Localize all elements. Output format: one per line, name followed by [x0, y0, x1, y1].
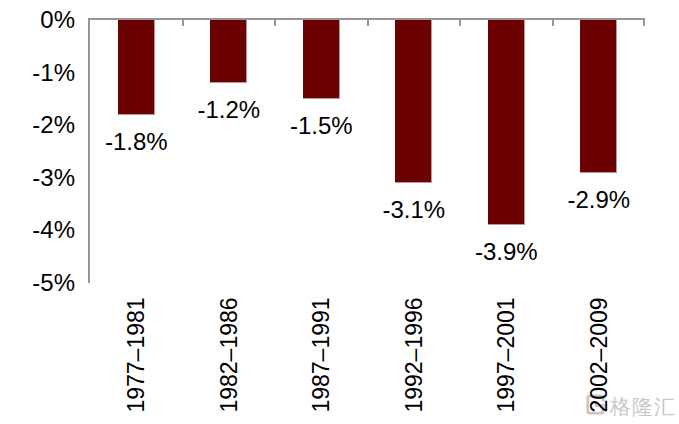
- x-axis-category-label: 1997–2001: [494, 297, 518, 412]
- x-axis-category-label: 2002–2009: [587, 297, 611, 412]
- y-axis-tick-label: -5%: [0, 270, 75, 296]
- axis-tick: [459, 20, 461, 26]
- bar: [488, 20, 525, 225]
- bar: [580, 20, 617, 173]
- bar-value-label: -3.9%: [475, 239, 538, 265]
- x-axis-category-label: 1982–1986: [217, 297, 241, 412]
- axis-tick: [552, 20, 554, 26]
- x-axis-category-label: 1992–1996: [402, 297, 426, 412]
- y-axis-tick-label: -1%: [0, 60, 75, 86]
- y-axis-tick-label: -4%: [0, 217, 75, 243]
- x-axis-category-label: 1977–1981: [124, 297, 148, 412]
- axis-tick: [182, 20, 184, 26]
- watermark-text: 格隆汇: [610, 395, 676, 419]
- bar: [395, 20, 432, 183]
- y-axis-tick-label: -3%: [0, 165, 75, 191]
- y-axis-tick-label: -2%: [0, 112, 75, 138]
- bar: [118, 20, 155, 115]
- plot-area: -1.8% -1.2% -1.5% -3.1% -3.9% -2.9%: [88, 18, 645, 283]
- bar-value-label: -2.9%: [567, 187, 630, 213]
- chart-container: -1.8% -1.2% -1.5% -3.1% -3.9% -2.9% 格隆汇 0% -1%…: [0, 0, 679, 424]
- bar: [210, 20, 247, 83]
- axis-tick: [367, 20, 369, 26]
- bar: [303, 20, 340, 99]
- bar-value-label: -1.5%: [290, 113, 353, 139]
- axis-tick: [274, 20, 276, 26]
- bar-value-label: -1.8%: [105, 129, 168, 155]
- x-axis-category-label: 1987–1991: [309, 297, 333, 412]
- bar-value-label: -1.2%: [197, 97, 260, 123]
- bar-value-label: -3.1%: [382, 197, 445, 223]
- axis-tick: [643, 20, 645, 26]
- y-axis-tick-label: 0%: [0, 7, 75, 33]
